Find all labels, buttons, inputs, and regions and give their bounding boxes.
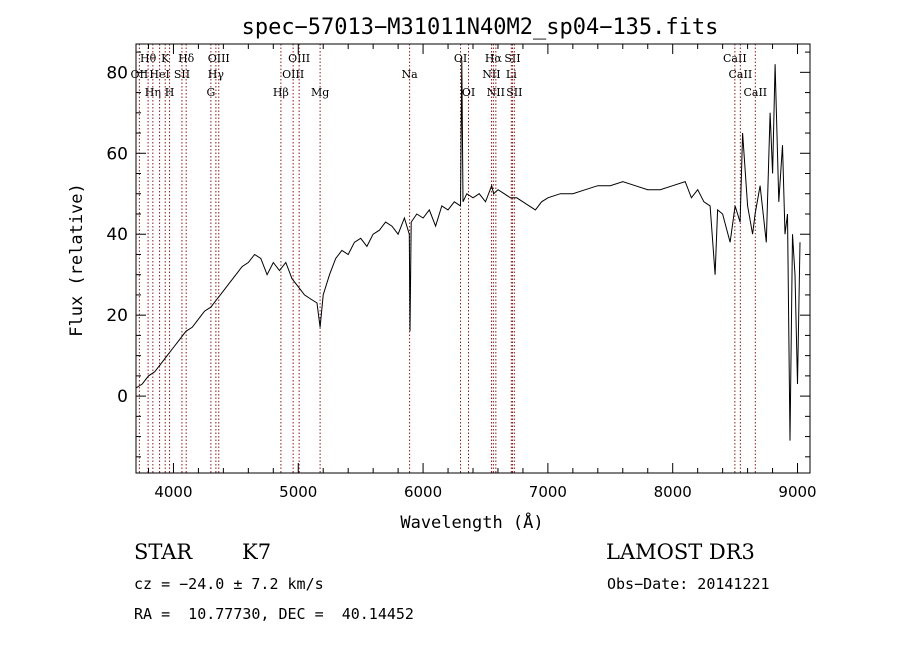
line-label-22: SII xyxy=(504,52,520,65)
coordinates: RA = 10.77730, DEC = 40.14452 xyxy=(134,605,414,623)
x-tick-label-2: 6000 xyxy=(404,483,442,501)
emission-line-markers: OII Hθ Hη HeI K H SII Hδ G Hγ OIII Hβ OIII OIII Mg Na OI… xyxy=(131,44,767,473)
line-label-6: SII xyxy=(174,68,190,81)
line-label-20: NII xyxy=(487,86,505,99)
x-tick-label-4: 8000 xyxy=(654,483,692,501)
line-label-17: OI xyxy=(462,86,475,99)
y-tick-label-4: 80 xyxy=(106,63,128,83)
line-label-16: OI xyxy=(454,52,467,65)
line-label-4: K xyxy=(161,52,170,65)
x-axis-label: Wavelength (Å) xyxy=(400,511,543,533)
x-tick-label-0: 4000 xyxy=(154,483,192,501)
line-label-18: NII xyxy=(482,68,500,81)
axis-ticks: 4000 5000 6000 7000 8000 9000 0 20 40 60 80 xyxy=(106,44,817,501)
line-label-7: Hδ xyxy=(178,52,195,65)
line-label-1: Hθ xyxy=(140,52,157,65)
line-label-3: HeI xyxy=(149,68,169,81)
x-tick-label-5: 9000 xyxy=(778,483,816,501)
y-tick-label-3: 60 xyxy=(106,144,128,164)
line-label-19: Hα xyxy=(485,52,503,65)
y-tick-label-2: 40 xyxy=(106,225,128,245)
line-label-13: OIII xyxy=(288,52,310,65)
x-tick-label-1: 5000 xyxy=(279,483,317,501)
line-label-14: Mg xyxy=(311,86,329,99)
redshift-velocity: cz = −24.0 ± 7.2 km/s xyxy=(134,575,324,593)
y-tick-label-0: 0 xyxy=(117,387,128,407)
survey-name: LAMOST DR3 xyxy=(606,540,755,564)
spectrum-line xyxy=(135,60,801,441)
line-label-23: SII xyxy=(506,86,522,99)
line-label-8: G xyxy=(206,86,215,99)
line-label-2: Hη xyxy=(145,86,161,99)
observation-date: Obs−Date: 20141221 xyxy=(607,575,770,593)
line-label-11: Hβ xyxy=(273,86,289,99)
line-label-0: OII xyxy=(131,68,149,81)
plot-frame xyxy=(135,43,811,474)
line-label-25: CaII xyxy=(729,68,753,81)
line-label-24: CaII xyxy=(723,52,747,65)
y-axis-label: Flux (relative) xyxy=(67,183,87,337)
chart-title: spec−57013−M31011N40M2_sp04−135.fits xyxy=(242,15,719,40)
line-label-12: OIII xyxy=(282,68,304,81)
object-subclass: K7 xyxy=(242,540,272,564)
line-label-5: H xyxy=(165,86,175,99)
x-tick-label-3: 7000 xyxy=(529,483,567,501)
line-label-21: Li xyxy=(506,68,517,81)
y-tick-label-1: 20 xyxy=(106,306,128,326)
line-label-26: CaII xyxy=(743,86,767,99)
object-class: STAR xyxy=(134,540,193,564)
line-label-15: Na xyxy=(402,68,419,81)
line-label-9: Hγ xyxy=(208,68,225,81)
line-label-10: OIII xyxy=(208,52,230,65)
